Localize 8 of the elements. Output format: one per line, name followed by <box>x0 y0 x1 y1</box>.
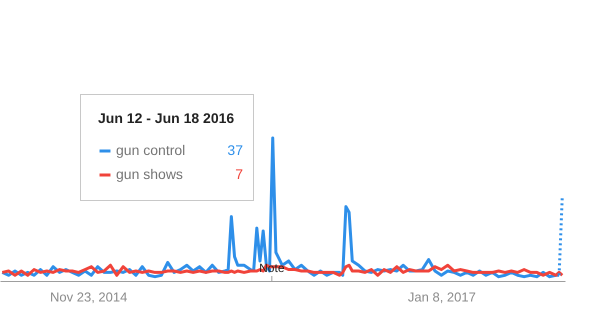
x-tick-label: Jan 8, 2017 <box>408 290 476 304</box>
annotation: 7 <box>235 166 244 182</box>
annotation: Note <box>259 261 285 275</box>
legend-title: Jun 12 - Jun 18 2016 <box>98 110 234 126</box>
annotation: 37 <box>227 142 244 158</box>
x-tick-label: Nov 23, 2014 <box>50 290 128 304</box>
legend-label: gun control <box>116 142 186 158</box>
legend-label: gun shows <box>116 166 183 182</box>
